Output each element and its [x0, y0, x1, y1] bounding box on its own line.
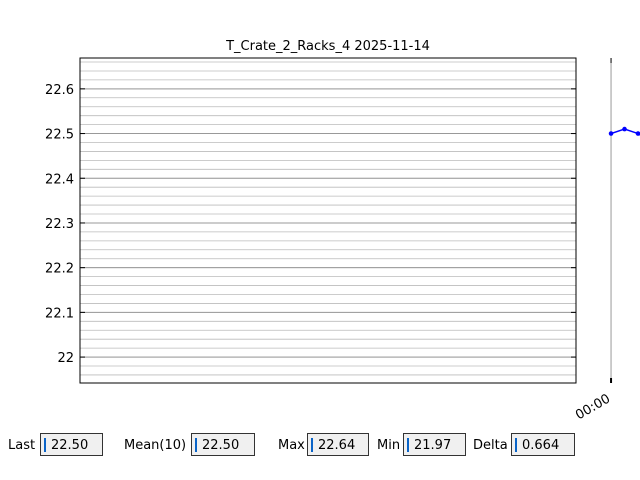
- y-tick-label: 22: [57, 351, 74, 366]
- y-tick-label: 22.6: [45, 83, 74, 98]
- point: [635, 131, 640, 136]
- y-tick-label: 22.1: [45, 306, 74, 321]
- point: [608, 131, 614, 136]
- field-value[interactable]: 22.50: [191, 433, 255, 456]
- x-tick-label: 00:00: [573, 391, 613, 423]
- field-label: Max: [278, 438, 305, 453]
- y-tick-label: 22.2: [45, 262, 74, 277]
- field-value[interactable]: 21.97: [403, 433, 466, 456]
- y-tick-label: 22.3: [45, 217, 74, 232]
- line: [610, 128, 640, 136]
- y-tick-label: 22.5: [45, 128, 74, 143]
- field-label: Delta: [473, 438, 508, 453]
- chart: T_Crate_2_Racks_4 2025-11-14 22 22.1 22.2 2…: [45, 39, 640, 423]
- chart-title: T_Crate_2_Racks_4 2025-11-14: [225, 39, 430, 54]
- field-value[interactable]: 22.50: [40, 433, 103, 456]
- field-label: Last: [8, 438, 36, 453]
- field-value[interactable]: 22.64: [307, 433, 369, 456]
- field-label: Mean(10): [124, 438, 187, 453]
- point: [622, 126, 627, 132]
- field-value[interactable]: 0.664: [511, 433, 575, 456]
- y-tick-label: 22.4: [45, 172, 74, 187]
- field-label: Min: [377, 438, 401, 453]
- plot-frame: [79, 57, 577, 384]
